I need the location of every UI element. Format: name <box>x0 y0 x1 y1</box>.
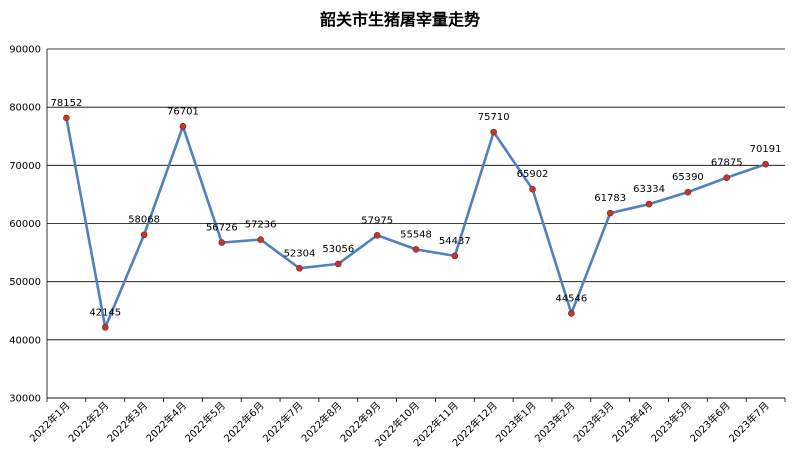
data-label: 75710 <box>478 112 510 123</box>
data-label: 56726 <box>206 223 238 234</box>
x-tick-label: 2023年2月 <box>532 399 578 445</box>
data-point <box>723 174 731 181</box>
data-label: 42145 <box>89 307 121 318</box>
data-label: 53056 <box>322 244 354 255</box>
data-label: 57975 <box>361 215 393 226</box>
x-tick-label: 2023年4月 <box>609 399 655 445</box>
data-point <box>335 260 342 268</box>
chart-title: 韶关市生猪屠宰量走势 <box>320 10 480 29</box>
data-point <box>179 123 187 130</box>
x-tick-label: 2022年7月 <box>260 399 306 445</box>
y-tick-label: 80000 <box>9 103 41 114</box>
data-point <box>140 231 148 239</box>
data-point <box>606 209 614 217</box>
data-label: 76701 <box>167 106 199 117</box>
data-point <box>451 252 459 260</box>
data-point <box>218 239 226 246</box>
data-point <box>257 236 264 243</box>
data-label: 52304 <box>284 248 316 259</box>
x-tick-label: 2023年7月 <box>726 399 772 445</box>
x-tick-label: 2023年5月 <box>648 399 694 445</box>
data-label: 61783 <box>594 193 626 204</box>
data-label: 58068 <box>128 215 160 226</box>
data-point <box>412 246 420 253</box>
data-point <box>296 264 303 272</box>
y-tick-label: 40000 <box>9 335 41 346</box>
data-point <box>490 128 497 136</box>
y-tick-label: 90000 <box>9 45 41 56</box>
x-tick-label: 2022年5月 <box>182 399 228 445</box>
data-point <box>373 231 381 239</box>
data-label: 63334 <box>633 184 665 195</box>
x-tick-label: 2022年2月 <box>66 399 112 445</box>
data-label: 55548 <box>400 229 432 240</box>
data-point <box>529 185 536 193</box>
y-tick-label: 60000 <box>9 219 41 230</box>
x-tick-label: 2022年3月 <box>104 399 150 445</box>
data-point <box>101 324 109 331</box>
x-tick-label: 2023年6月 <box>687 399 733 445</box>
data-label: 65390 <box>672 172 704 183</box>
data-point <box>762 160 769 168</box>
data-label: 67875 <box>711 158 743 169</box>
x-tick-label: 2022年4月 <box>143 399 189 445</box>
y-tick-label: 30000 <box>9 394 41 405</box>
data-label: 70191 <box>750 144 782 155</box>
data-label: 57236 <box>245 220 277 231</box>
x-tick-label: 2023年1月 <box>493 399 539 445</box>
x-tick-label: 2022年6月 <box>221 399 267 445</box>
data-label: 78152 <box>51 98 83 109</box>
data-point <box>684 188 692 196</box>
y-axis-ticks: 30000 40000 50000 60000 70000 80000 90000 <box>9 45 41 405</box>
data-labels: 78152 42145 58068 76701 56726 57236 52304 53056… <box>51 98 782 318</box>
data-point <box>645 200 653 208</box>
series-layer <box>63 114 769 331</box>
x-tick-label: 2022年8月 <box>299 399 345 445</box>
y-tick-label: 70000 <box>9 161 41 172</box>
x-tick-label: 2023年3月 <box>571 399 617 445</box>
y-tick-label: 50000 <box>9 277 41 288</box>
data-point <box>568 310 575 317</box>
data-label: 44546 <box>555 293 587 304</box>
x-tick-label: 2022年1月 <box>27 399 73 445</box>
data-label: 54437 <box>439 236 471 247</box>
data-label: 65902 <box>517 169 549 180</box>
data-point <box>63 114 70 122</box>
x-axis-ticks: 2022年1月2022年2月2022年3月2022年4月2022年5月2022年… <box>27 398 786 449</box>
series-line <box>65 117 767 329</box>
